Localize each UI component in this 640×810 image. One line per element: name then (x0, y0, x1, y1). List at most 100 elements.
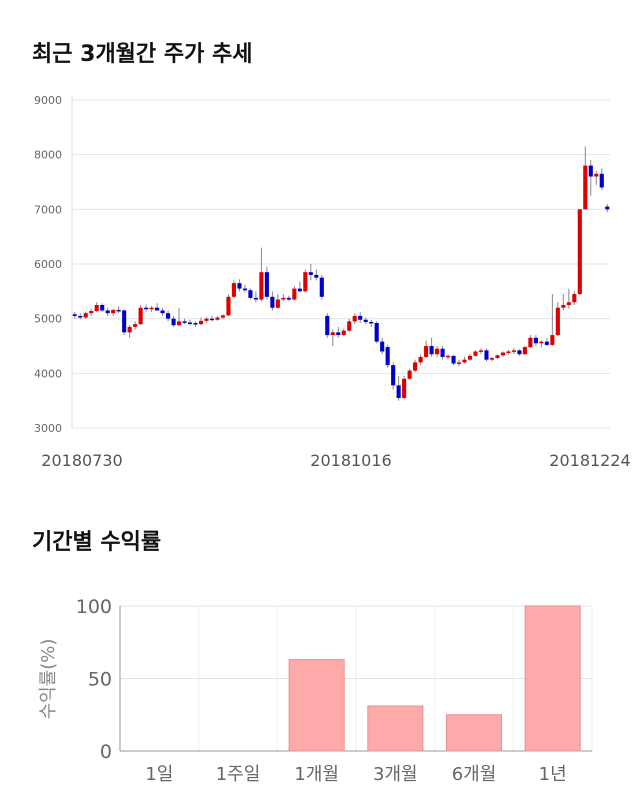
candle-body (270, 296, 275, 308)
candle-body (533, 337, 538, 344)
candle-body (204, 318, 209, 321)
candle-body (231, 283, 237, 297)
candle-body (407, 370, 412, 379)
candle-body (127, 326, 132, 333)
candle-body (155, 307, 160, 311)
bar (367, 705, 424, 752)
candle-body (561, 305, 566, 308)
candle-body (215, 317, 220, 320)
candle-body (385, 347, 390, 366)
y-tick-label: 6000 (34, 258, 62, 271)
y-tick-label: 5000 (34, 313, 62, 326)
candle-body (314, 274, 319, 278)
candle-body (478, 350, 484, 352)
candle-body (242, 288, 247, 291)
candle-body (171, 318, 176, 326)
candle-body (599, 173, 604, 188)
candle-body (111, 309, 116, 314)
candle-body (237, 283, 242, 289)
candle-body (149, 307, 154, 310)
y-tick-label: 7000 (34, 203, 62, 216)
candle-body (577, 209, 582, 295)
candle-body (89, 311, 94, 314)
candle-body (259, 272, 264, 300)
candle-body (166, 313, 171, 319)
candle-body (352, 315, 357, 322)
y-axis-label: 수익률(%) (38, 639, 59, 720)
candle-body (193, 323, 198, 325)
bar (445, 714, 503, 752)
y-tick-label: 0 (100, 741, 112, 763)
candle-body (440, 348, 445, 357)
candle-body (435, 348, 440, 355)
candle-body (138, 307, 143, 325)
candle-body (226, 296, 231, 316)
candle-body (550, 335, 555, 345)
candle-body (94, 305, 99, 312)
y-tick-label: 100 (76, 596, 112, 618)
candle-body (539, 341, 544, 344)
candle-body (489, 358, 495, 360)
candle-body (330, 332, 335, 336)
section-title-price-trend: 최근 3개월간 주가 추세 (32, 42, 253, 67)
candle-body (506, 351, 511, 353)
candle-body (583, 165, 588, 210)
x-tick-label: 20181224 (549, 451, 630, 470)
x-tick-label: 20180730 (41, 451, 122, 470)
candle-body (122, 310, 127, 333)
candle-body (363, 319, 368, 322)
candle-body (588, 165, 593, 177)
candle-body (292, 288, 297, 300)
candle-body (456, 362, 462, 364)
y-tick-label: 3000 (34, 422, 62, 435)
candle-body (484, 350, 489, 360)
y-tick-label: 8000 (34, 149, 62, 162)
candle-body (451, 355, 456, 364)
x-tick-label: 20181016 (310, 451, 391, 470)
candle-body (605, 206, 610, 210)
candle-body (286, 297, 291, 300)
candle-body (347, 321, 352, 331)
candle-body (220, 315, 226, 318)
x-tick-label: 6개월 (452, 764, 497, 785)
candle-body (264, 272, 269, 297)
section-title-period-returns: 기간별 수익률 (32, 530, 162, 555)
candle-body (374, 323, 379, 342)
candle-body (72, 314, 77, 316)
candle-body (281, 297, 286, 300)
candle-body (100, 305, 105, 311)
candle-body (566, 302, 571, 305)
candle-body (176, 321, 182, 326)
candle-body (511, 350, 516, 352)
candle-body (402, 378, 407, 398)
y-tick-label: 9000 (34, 94, 62, 107)
candle-body (275, 299, 280, 308)
x-tick-label: 1년 (539, 764, 567, 785)
y-tick-label: 50 (88, 669, 112, 691)
candle-body (303, 272, 308, 292)
candle-body (429, 346, 434, 355)
candle-body (380, 341, 385, 352)
candle-body (517, 350, 522, 355)
candle-body (308, 272, 313, 275)
x-tick-label: 1개월 (294, 764, 339, 785)
candle-body (522, 347, 527, 355)
candle-body (83, 313, 88, 318)
candle-body (358, 315, 363, 320)
candle-body (325, 315, 330, 336)
candle-body (209, 318, 215, 321)
candle-body (418, 356, 423, 363)
candlestick-chart: 9000 8000 7000 6000 5000 4000 3000 20180730 2018… (34, 94, 631, 470)
x-tick-label: 1일 (145, 764, 173, 785)
candle-body (462, 359, 467, 363)
candle-body (198, 320, 204, 325)
candle-body (116, 309, 121, 312)
candle-body (160, 310, 165, 314)
candle-body (467, 355, 473, 360)
candle-body (396, 385, 401, 398)
candle-body (144, 307, 149, 310)
candle-body (500, 352, 506, 356)
x-tick-label: 3개월 (373, 764, 418, 785)
candle-body (528, 337, 533, 348)
